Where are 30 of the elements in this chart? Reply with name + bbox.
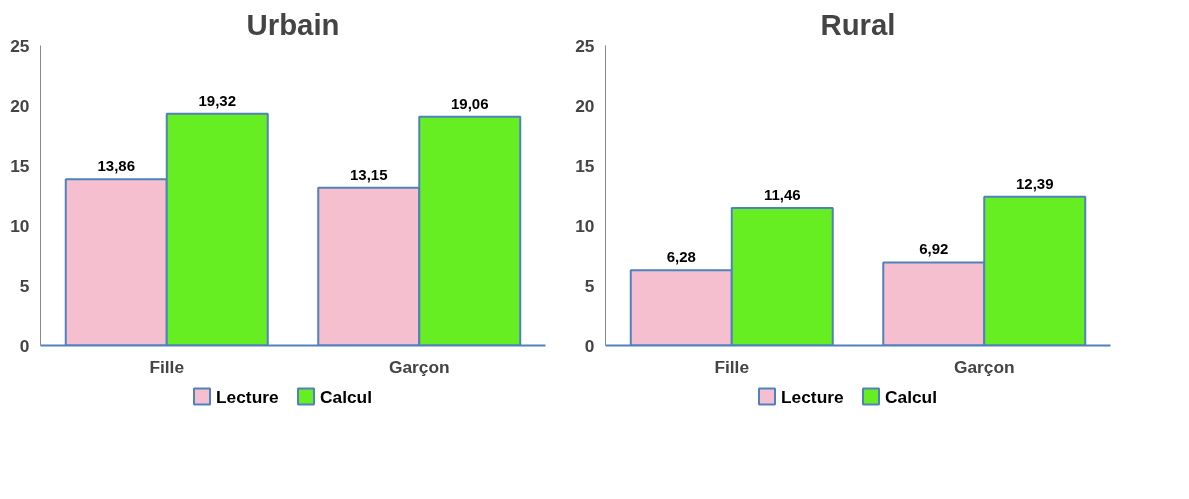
chart-title: Rural — [820, 7, 896, 41]
legend-label: Lecture — [216, 386, 279, 407]
x-tick-label: Garçon — [388, 356, 450, 377]
legend-label: Calcul — [885, 386, 938, 407]
y-tick-label: 0 — [584, 335, 595, 356]
data-label: 13,15 — [349, 165, 388, 183]
data-label: 19,32 — [198, 91, 237, 109]
y-tick-label: 15 — [575, 155, 595, 176]
y-tick-label: 20 — [10, 95, 30, 116]
data-label: 6,92 — [919, 240, 949, 258]
x-tick-label: Garçon — [953, 356, 1015, 377]
y-tick-label: 20 — [575, 95, 595, 116]
data-label: 11,46 — [763, 185, 801, 203]
y-tick-label: 5 — [584, 275, 595, 296]
y-tick-label: 15 — [10, 155, 30, 176]
data-label: 19,06 — [450, 94, 489, 112]
data-label: 6,28 — [666, 248, 696, 266]
y-tick-label: 10 — [575, 215, 595, 236]
legend-label: Calcul — [320, 386, 373, 407]
y-tick-label: 5 — [19, 275, 30, 296]
chart-title: Urbain — [246, 7, 340, 41]
y-tick-label: 25 — [10, 35, 30, 56]
data-label: 13,86 — [97, 157, 136, 175]
x-tick-label: Fille — [714, 356, 750, 377]
legend-label: Lecture — [781, 386, 844, 407]
y-tick-label: 10 — [10, 215, 30, 236]
x-tick-label: Fille — [149, 356, 185, 377]
data-label: 12,39 — [1015, 174, 1054, 192]
y-tick-label: 25 — [575, 35, 595, 56]
y-tick-label: 0 — [19, 335, 30, 356]
